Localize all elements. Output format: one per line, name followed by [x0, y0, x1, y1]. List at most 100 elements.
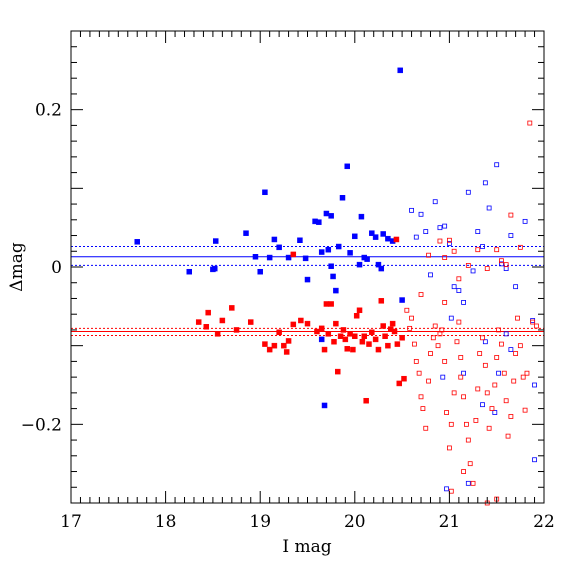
data-point-blue-filled	[372, 234, 379, 240]
data-point-blue-filled	[378, 265, 385, 272]
data-point-blue-filled	[333, 287, 339, 294]
data-point-red-filled	[203, 324, 210, 330]
data-point-red-filled	[304, 320, 311, 327]
data-point-red-filled	[233, 327, 240, 333]
data-point-blue-filled	[352, 233, 358, 240]
data-point-blue-filled	[134, 239, 140, 245]
data-point-red-open	[501, 370, 507, 376]
data-point-blue-filled	[271, 236, 278, 243]
y-axis-label: Δmag	[7, 242, 27, 292]
data-point-red-filled	[318, 325, 325, 332]
x-tick-label: 21	[439, 512, 461, 532]
data-point-red-open	[517, 244, 523, 250]
data-point-blue-filled	[385, 235, 391, 242]
data-point-blue-filled	[399, 297, 405, 303]
data-point-red-filled	[335, 368, 341, 375]
data-point-blue-filled	[380, 231, 386, 237]
data-point-blue-open	[475, 229, 481, 235]
data-point-red-open	[465, 263, 471, 268]
data-point-red-open	[503, 262, 509, 268]
data-point-blue-filled	[325, 246, 332, 253]
data-point-red-open	[484, 390, 490, 396]
data-point-red-open	[420, 406, 426, 412]
data-point-red-filled	[344, 346, 350, 352]
data-point-blue-open	[448, 315, 454, 321]
data-point-red-open	[520, 374, 526, 380]
data-point-blue-open	[440, 374, 446, 380]
data-point-red-open	[465, 437, 471, 443]
data-point-red-open	[432, 323, 438, 329]
data-point-red-filled	[401, 375, 407, 382]
data-point-red-open	[517, 343, 523, 349]
data-point-blue-open	[437, 225, 443, 231]
data-point-red-open	[477, 351, 483, 356]
data-point-red-filled	[328, 301, 334, 307]
data-point-blue-open	[513, 284, 519, 290]
data-point-red-open	[515, 315, 520, 321]
data-point-red-open	[499, 258, 504, 264]
data-point-red-open	[444, 410, 449, 415]
data-point-red-open	[513, 351, 519, 356]
data-point-blue-filled	[356, 261, 363, 268]
data-point-red-filled	[350, 346, 356, 353]
data-point-blue-filled	[262, 189, 268, 196]
data-point-red-open	[451, 248, 457, 254]
data-point-blue-filled	[212, 238, 219, 244]
data-point-red-filled	[366, 341, 372, 347]
data-point-red-filled	[321, 346, 328, 353]
data-point-red-filled	[262, 341, 268, 347]
data-point-red-filled	[347, 331, 353, 337]
data-point-blue-open	[492, 410, 498, 415]
data-point-blue-open	[418, 211, 424, 217]
data-point-blue-filled	[328, 263, 334, 269]
data-point-blue-open	[482, 180, 488, 186]
data-point-blue-open	[413, 234, 419, 240]
data-point-red-open	[442, 358, 448, 364]
x-tick-label: 19	[249, 512, 271, 532]
data-point-red-filled	[356, 307, 363, 314]
data-point-blue-filled	[243, 230, 249, 236]
plot-frame	[70, 30, 545, 504]
data-point-blue-filled	[212, 265, 218, 272]
data-point-blue-filled	[252, 254, 259, 260]
y-tick-label: 0	[51, 258, 62, 278]
data-point-red-filled	[396, 380, 403, 387]
data-point-red-open	[407, 325, 413, 331]
data-point-blue-filled	[285, 254, 292, 261]
axis-ticks	[70, 30, 545, 504]
data-point-blue-open	[470, 268, 476, 274]
data-point-red-open	[534, 323, 539, 329]
data-point-blue-open	[423, 229, 429, 235]
data-point-red-open	[467, 461, 473, 467]
y-tick-label: −0.2	[21, 415, 62, 435]
data-point-red-open	[442, 299, 448, 305]
data-point-red-open	[530, 319, 536, 325]
data-point-red-filled	[337, 333, 344, 339]
data-point-red-open	[454, 339, 460, 345]
data-point-red-filled	[378, 298, 385, 304]
data-point-blue-open	[482, 339, 488, 345]
data-point-red-open	[494, 247, 500, 253]
data-point-red-open	[426, 252, 431, 258]
data-point-blue-filled	[339, 195, 346, 201]
data-point-red-filled	[372, 336, 379, 343]
data-point-red-open	[456, 319, 462, 325]
x-axis-label: I mag	[282, 537, 331, 557]
data-point-red-filled	[314, 328, 320, 335]
data-point-red-open	[511, 378, 517, 384]
data-point-blue-filled	[266, 254, 273, 261]
tick-labels: 17 18 19 20 21 22 −0.2 0 0.2	[21, 101, 555, 532]
data-point-red-filled	[285, 338, 292, 344]
data-point-red-filled	[380, 323, 386, 329]
data-point-red-open	[484, 266, 490, 271]
data-point-blue-filled	[323, 210, 330, 217]
data-point-blue-open	[508, 347, 514, 353]
data-point-blue-filled	[297, 237, 303, 244]
data-point-red-open	[489, 406, 495, 412]
data-point-blue-filled	[321, 402, 328, 409]
data-point-blue-open	[508, 233, 514, 238]
data-point-red-open	[475, 386, 481, 392]
data-point-red-filled	[331, 338, 337, 345]
